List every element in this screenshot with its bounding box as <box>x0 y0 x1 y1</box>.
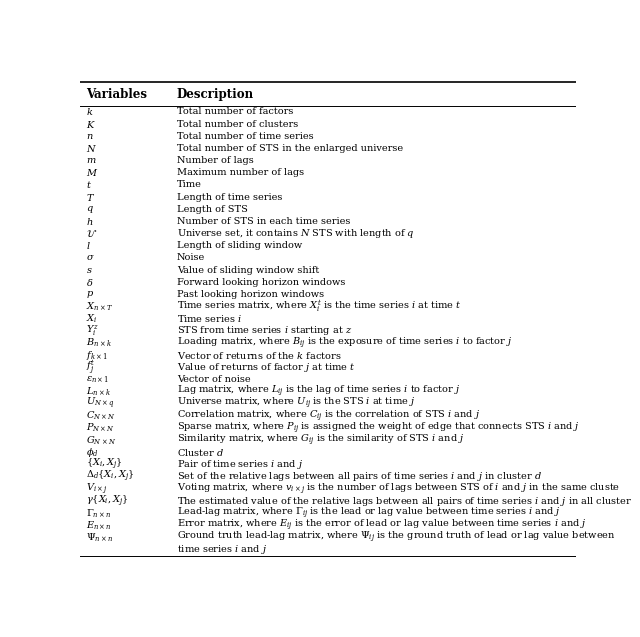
Text: Time: Time <box>177 180 202 189</box>
Text: $t$: $t$ <box>86 180 92 190</box>
Text: $U_{N\times q}$: $U_{N\times q}$ <box>86 396 115 412</box>
Text: $V_{i\times j}$: $V_{i\times j}$ <box>86 482 108 497</box>
Text: STS from time series $i$ starting at $z$: STS from time series $i$ starting at $z$ <box>177 324 352 338</box>
Text: $G_{N\times N}$: $G_{N\times N}$ <box>86 434 116 447</box>
Text: $n$: $n$ <box>86 132 93 141</box>
Text: Lead-lag matrix, where $\Gamma_{ij}$ is the lead or lag value between time serie: Lead-lag matrix, where $\Gamma_{ij}$ is … <box>177 506 561 521</box>
Text: Voting matrix, where $v_{i\times j}$ is the number of lags between STS of $i$ an: Voting matrix, where $v_{i\times j}$ is … <box>177 482 620 497</box>
Text: $k$: $k$ <box>86 106 93 117</box>
Text: $f_{k\times 1}$: $f_{k\times 1}$ <box>86 348 108 362</box>
Text: Set of the relative lags between all pairs of time series $i$ and $j$ in cluster: Set of the relative lags between all pai… <box>177 470 541 483</box>
Text: Variables: Variables <box>86 88 147 101</box>
Text: $s$: $s$ <box>86 266 93 275</box>
Text: $E_{n\times n}$: $E_{n\times n}$ <box>86 519 112 532</box>
Text: Length of STS: Length of STS <box>177 204 248 214</box>
Text: Time series $i$: Time series $i$ <box>177 313 241 324</box>
Text: Maximum number of lags: Maximum number of lags <box>177 168 304 177</box>
Text: Ground truth lead-lag matrix, where $\Psi_{ij}$ is the ground truth of lead or l: Ground truth lead-lag matrix, where $\Ps… <box>177 530 615 545</box>
Text: $\epsilon_{n\times 1}$: $\epsilon_{n\times 1}$ <box>86 375 109 385</box>
Text: Total number of factors: Total number of factors <box>177 108 293 117</box>
Text: Similarity matrix, where $G_{ij}$ is the similarity of STS $i$ and $j$: Similarity matrix, where $G_{ij}$ is the… <box>177 433 464 448</box>
Text: $M$: $M$ <box>86 168 99 178</box>
Text: Correlation matrix, where $C_{ij}$ is the correlation of STS $i$ and $j$: Correlation matrix, where $C_{ij}$ is th… <box>177 408 480 424</box>
Text: Total number of clusters: Total number of clusters <box>177 120 298 129</box>
Text: Forward looking horizon windows: Forward looking horizon windows <box>177 278 345 287</box>
Text: Noise: Noise <box>177 254 205 262</box>
Text: Universe matrix, where $U_{ij}$ is the STS $i$ at time $j$: Universe matrix, where $U_{ij}$ is the S… <box>177 396 415 412</box>
Text: $L_{n\times k}$: $L_{n\times k}$ <box>86 385 111 398</box>
Text: $p$: $p$ <box>86 289 94 300</box>
Text: Number of lags: Number of lags <box>177 156 253 165</box>
Text: Total number of STS in the enlarged universe: Total number of STS in the enlarged univ… <box>177 144 403 153</box>
Text: $Y_i^z$: $Y_i^z$ <box>86 324 99 338</box>
Text: Value of returns of factor $j$ at time $t$: Value of returns of factor $j$ at time $… <box>177 361 355 374</box>
Text: $P_{N\times N}$: $P_{N\times N}$ <box>86 422 115 434</box>
Text: Description: Description <box>177 88 254 101</box>
Text: Total number of time series: Total number of time series <box>177 132 314 141</box>
Text: The estimated value of the relative lags between all pairs of time series $i$ an: The estimated value of the relative lags… <box>177 495 632 508</box>
Text: $B_{n\times k}$: $B_{n\times k}$ <box>86 337 111 349</box>
Text: $\Psi_{n\times n}$: $\Psi_{n\times n}$ <box>86 531 113 544</box>
Text: Length of sliding window: Length of sliding window <box>177 241 302 250</box>
Text: Lag matrix, where $L_{ij}$ is the lag of time series $i$ to factor $j$: Lag matrix, where $L_{ij}$ is the lag of… <box>177 384 460 399</box>
Text: Vector of returns of the $k$ factors: Vector of returns of the $k$ factors <box>177 350 341 361</box>
Text: $K$: $K$ <box>86 118 96 129</box>
Text: Number of STS in each time series: Number of STS in each time series <box>177 217 350 226</box>
Text: $\{X_i, X_j\}$: $\{X_i, X_j\}$ <box>86 457 123 472</box>
Text: $X_i$: $X_i$ <box>86 313 97 325</box>
Text: $N$: $N$ <box>86 143 97 154</box>
Text: $m$: $m$ <box>86 156 97 165</box>
Text: Value of sliding window shift: Value of sliding window shift <box>177 266 319 275</box>
Text: Vector of noise: Vector of noise <box>177 375 250 384</box>
Text: $\Delta_d\{X_i, X_j\}$: $\Delta_d\{X_i, X_j\}$ <box>86 469 134 484</box>
Text: time series $i$ and $j$: time series $i$ and $j$ <box>177 543 267 556</box>
Text: Loading matrix, where $B_{ij}$ is the exposure of time series $i$ to factor $j$: Loading matrix, where $B_{ij}$ is the ex… <box>177 336 512 350</box>
Text: $l$: $l$ <box>86 240 91 251</box>
Text: $q$: $q$ <box>86 204 93 215</box>
Text: $X_{n\times T}$: $X_{n\times T}$ <box>86 300 113 313</box>
Text: Cluster $d$: Cluster $d$ <box>177 447 224 458</box>
Text: Pair of time series $i$ and $j$: Pair of time series $i$ and $j$ <box>177 458 303 471</box>
Text: $\phi_d$: $\phi_d$ <box>86 446 99 459</box>
Text: Universe set, it contains $N$ STS with length of $q$: Universe set, it contains $N$ STS with l… <box>177 227 415 240</box>
Text: Length of time series: Length of time series <box>177 192 282 201</box>
Text: $C_{N\times N}$: $C_{N\times N}$ <box>86 410 116 422</box>
Text: $\delta$: $\delta$ <box>86 276 93 288</box>
Text: Sparse matrix, where $P_{ij}$ is assigned the weight of edge that connects STS $: Sparse matrix, where $P_{ij}$ is assigne… <box>177 420 580 436</box>
Text: Time series matrix, where $X_i^t$ is the time series $i$ at time $t$: Time series matrix, where $X_i^t$ is the… <box>177 299 461 315</box>
Text: $\gamma\{X_i, X_j\}$: $\gamma\{X_i, X_j\}$ <box>86 494 129 509</box>
Text: $\mathcal{U}$: $\mathcal{U}$ <box>86 228 97 239</box>
Text: $f_j^t$: $f_j^t$ <box>86 358 95 376</box>
Text: $T$: $T$ <box>86 192 95 203</box>
Text: Error matrix, where $E_{ij}$ is the error of lead or lag value between time seri: Error matrix, where $E_{ij}$ is the erro… <box>177 518 586 533</box>
Text: Past looking horizon windows: Past looking horizon windows <box>177 290 324 299</box>
Text: $\Gamma_{n\times n}$: $\Gamma_{n\times n}$ <box>86 507 111 520</box>
Text: $\sigma$: $\sigma$ <box>86 254 95 262</box>
Text: $h$: $h$ <box>86 216 93 227</box>
